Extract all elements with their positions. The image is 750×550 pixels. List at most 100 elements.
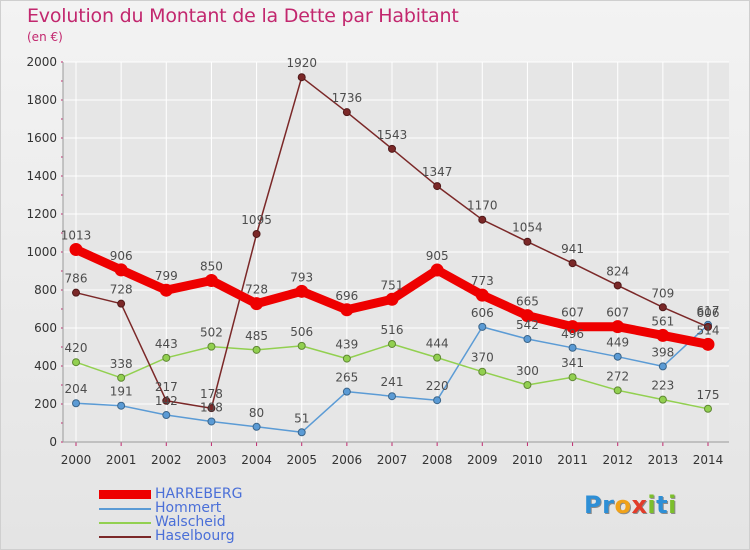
data-point-haselbourg	[613, 281, 622, 290]
data-point-harreberg	[295, 284, 309, 298]
legend-label-hommert: Hommert	[155, 500, 222, 516]
legend-item-harreberg: HARREBERG	[99, 486, 319, 502]
data-point-hommert	[297, 428, 306, 437]
data-label-hommert: 108	[200, 400, 223, 414]
x-tick-label: 2012	[602, 453, 633, 467]
data-label-walscheid: 300	[516, 364, 539, 378]
data-point-walscheid	[117, 373, 126, 382]
proxiti-logo: Proxiti	[584, 491, 677, 519]
data-point-harreberg	[250, 297, 264, 311]
x-tick-label: 2002	[151, 453, 182, 467]
data-label-walscheid: 338	[110, 357, 133, 371]
data-label-harreberg: 906	[110, 249, 133, 263]
data-label-harreberg: 793	[290, 270, 313, 284]
data-point-walscheid	[207, 342, 216, 351]
data-label-haselbourg: 1054	[512, 221, 543, 235]
data-point-harreberg	[159, 283, 173, 297]
data-label-walscheid: 223	[651, 379, 674, 393]
data-label-harreberg: 607	[561, 306, 584, 320]
data-point-walscheid	[342, 354, 351, 363]
data-point-walscheid	[704, 404, 712, 413]
data-point-harreberg	[114, 263, 128, 277]
y-tick-label: 1400	[26, 169, 57, 183]
legend-item-walscheid: Walscheid	[99, 514, 319, 530]
data-label-hommert: 496	[561, 327, 584, 341]
data-point-haselbourg	[72, 288, 80, 297]
data-point-walscheid	[523, 381, 532, 389]
data-label-hommert: 220	[426, 379, 449, 393]
data-label-walscheid: 502	[200, 326, 223, 340]
data-label-hommert: 449	[606, 336, 629, 350]
data-point-hommert	[162, 411, 171, 420]
data-label-harreberg: 561	[651, 314, 674, 328]
data-point-hommert	[342, 387, 351, 396]
data-point-walscheid	[162, 353, 171, 362]
legend-label-harreberg: HARREBERG	[155, 486, 243, 502]
data-label-hommert: 606	[471, 306, 494, 320]
y-tick-label: 800	[34, 283, 57, 297]
data-point-harreberg	[611, 320, 625, 334]
data-label-haselbourg: 1920	[286, 56, 317, 70]
data-point-hommert	[523, 335, 532, 344]
data-point-walscheid	[478, 367, 487, 376]
data-label-harreberg: 514	[697, 323, 720, 337]
data-label-hommert: 51	[294, 411, 309, 425]
data-point-haselbourg	[342, 108, 351, 117]
data-label-walscheid: 444	[426, 337, 449, 351]
data-label-hommert: 265	[335, 371, 358, 385]
data-point-walscheid	[568, 373, 577, 382]
y-tick-label: 1600	[26, 131, 57, 145]
data-point-harreberg	[69, 243, 83, 257]
data-label-walscheid: 516	[381, 323, 404, 337]
data-label-haselbourg: 1095	[241, 213, 272, 227]
data-point-walscheid	[658, 395, 667, 404]
x-tick-label: 2011	[557, 453, 588, 467]
data-label-walscheid: 175	[697, 388, 720, 402]
data-point-walscheid	[433, 353, 442, 362]
y-tick-label: 400	[34, 359, 57, 373]
data-point-walscheid	[297, 341, 306, 350]
legend-item-hommert: Hommert	[99, 500, 319, 516]
data-label-hommert: 398	[651, 345, 674, 359]
legend-swatch-walscheid	[99, 522, 151, 524]
logo-letter: r	[602, 491, 615, 519]
data-point-haselbourg	[388, 144, 396, 153]
data-label-walscheid: 485	[245, 329, 268, 343]
data-point-haselbourg	[478, 215, 487, 224]
data-point-hommert	[207, 417, 216, 426]
data-label-harreberg: 773	[471, 274, 494, 288]
x-tick-label: 2004	[241, 453, 272, 467]
data-label-haselbourg: 606	[697, 306, 720, 320]
data-point-hommert	[388, 392, 396, 401]
data-point-haselbourg	[568, 259, 577, 268]
data-point-hommert	[117, 401, 126, 410]
data-point-harreberg	[430, 263, 444, 277]
logo-letter: i	[647, 491, 657, 519]
data-label-haselbourg: 1170	[467, 199, 498, 213]
data-label-haselbourg: 786	[65, 272, 88, 286]
data-point-haselbourg	[117, 299, 126, 308]
legend-swatch-hommert	[99, 508, 151, 510]
x-tick-label: 2009	[467, 453, 498, 467]
data-point-hommert	[658, 362, 667, 371]
data-label-harreberg: 696	[335, 289, 358, 303]
data-point-harreberg	[385, 292, 399, 306]
data-point-hommert	[478, 322, 487, 331]
logo-letter: o	[614, 491, 632, 519]
data-point-walscheid	[613, 386, 622, 395]
data-point-haselbourg	[523, 237, 532, 246]
data-label-harreberg: 607	[606, 306, 629, 320]
data-point-hommert	[613, 352, 622, 361]
data-label-harreberg: 850	[200, 260, 223, 274]
data-point-haselbourg	[252, 229, 261, 238]
line-chart: 0 200 400 600 800 1000 1200 1400 1600 1800 2000 200…	[26, 55, 729, 467]
x-tick-label: 2013	[648, 453, 679, 467]
data-point-harreberg	[566, 320, 580, 334]
legend-swatch-haselbourg	[99, 536, 151, 538]
data-point-haselbourg	[162, 396, 171, 405]
data-label-walscheid: 506	[290, 325, 313, 339]
y-tick-label: 600	[34, 321, 57, 335]
x-tick-label: 2003	[196, 453, 227, 467]
data-label-haselbourg: 824	[606, 264, 629, 278]
data-label-haselbourg: 1347	[422, 165, 453, 179]
